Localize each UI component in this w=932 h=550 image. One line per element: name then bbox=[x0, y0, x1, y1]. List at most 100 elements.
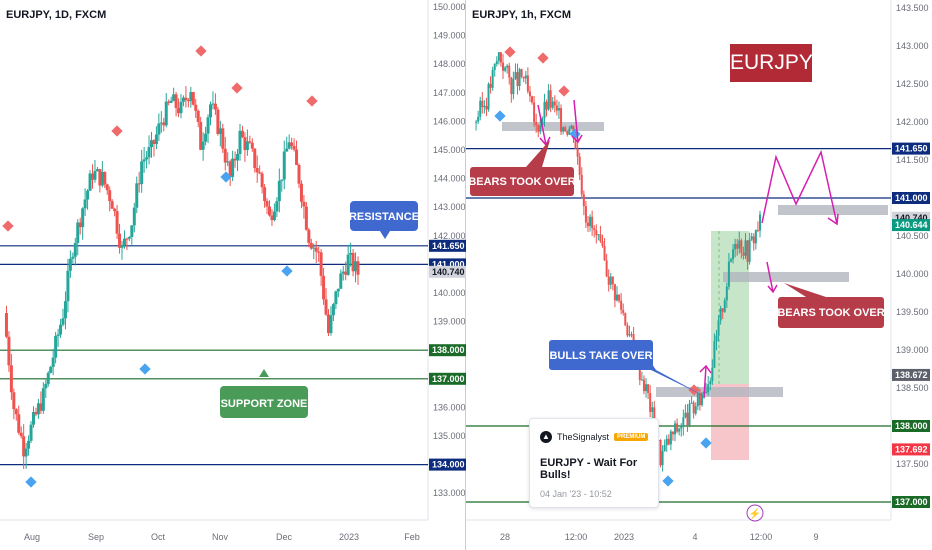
price-tick-label: 139.000 bbox=[896, 345, 929, 355]
price-tick-label: 133.000 bbox=[433, 488, 466, 498]
candle-body bbox=[145, 157, 149, 160]
candle-body bbox=[603, 245, 606, 261]
price-level-label: 140.740 bbox=[432, 267, 465, 277]
candle-body bbox=[245, 141, 249, 151]
candle-body bbox=[576, 148, 579, 157]
candle-body bbox=[734, 244, 737, 250]
candle-body bbox=[277, 180, 281, 202]
candle-body bbox=[717, 320, 720, 336]
candle-body bbox=[499, 52, 502, 63]
time-tick-label: 2023 bbox=[614, 532, 634, 542]
candle-body bbox=[304, 206, 308, 230]
candle-body bbox=[605, 260, 608, 277]
bears-callout-2: BEARS TOOK OVER bbox=[777, 283, 885, 328]
candle-body bbox=[44, 383, 48, 389]
candle-body bbox=[201, 141, 205, 150]
candle-body bbox=[611, 276, 614, 285]
swing-high-marker bbox=[111, 125, 123, 137]
candle-body bbox=[93, 171, 97, 180]
support-label: SUPPORT ZONE bbox=[221, 398, 308, 410]
candle-body bbox=[268, 206, 271, 216]
candle-body bbox=[607, 276, 610, 285]
breakdown-zone bbox=[723, 272, 849, 282]
candle-body bbox=[299, 183, 303, 202]
candle-body bbox=[729, 259, 732, 262]
candle-body bbox=[591, 216, 594, 229]
candle-body bbox=[32, 411, 35, 425]
candle-body bbox=[260, 173, 264, 188]
daily-chart[interactable]: 150.000 149.000 148.000 147.000 146.000 145.0… bbox=[0, 0, 466, 550]
candle-body bbox=[140, 161, 144, 185]
price-tick-label: 145.000 bbox=[433, 145, 466, 155]
candle-body bbox=[545, 101, 548, 110]
candle-body bbox=[680, 426, 683, 429]
price-tick-label: 149.000 bbox=[433, 31, 466, 41]
candle-body bbox=[518, 69, 521, 86]
candle-body bbox=[339, 273, 343, 289]
candle-body bbox=[642, 379, 645, 392]
candles bbox=[4, 86, 360, 469]
candle-body bbox=[66, 270, 70, 302]
candle-body bbox=[349, 252, 353, 255]
price-tick-label: 141.500 bbox=[896, 155, 929, 165]
candle-body bbox=[98, 169, 102, 186]
author-name: TheSignalyst bbox=[557, 432, 610, 442]
candle-body bbox=[270, 215, 274, 221]
candle-body bbox=[574, 138, 577, 149]
candle-body bbox=[275, 201, 279, 212]
price-tick-label: 140.500 bbox=[896, 231, 929, 241]
hourly-chart-panel[interactable]: 143.500 143.000 142.500 142.000 141.500 141.0… bbox=[466, 0, 932, 550]
candle-body bbox=[723, 300, 726, 312]
candle-body bbox=[549, 90, 552, 108]
candle-body bbox=[502, 62, 505, 71]
candle-body bbox=[736, 244, 739, 249]
candle-body bbox=[147, 147, 151, 158]
candle-body bbox=[174, 94, 178, 108]
price-tick-label: 143.000 bbox=[896, 41, 929, 51]
candle-body bbox=[557, 108, 560, 111]
candle-body bbox=[622, 309, 625, 314]
candle-body bbox=[669, 431, 672, 445]
candle-body bbox=[746, 240, 749, 262]
candle-body bbox=[732, 249, 735, 260]
candle-body bbox=[665, 438, 668, 446]
candle-body bbox=[334, 291, 338, 305]
supply-zone bbox=[502, 122, 604, 131]
candle-body bbox=[537, 125, 540, 132]
idea-card[interactable]: ▲ TheSignalyst PREMIUM EURJPY - Wait For… bbox=[529, 418, 659, 508]
candle-body bbox=[137, 183, 141, 185]
candle-body bbox=[231, 158, 235, 177]
hourly-chart[interactable]: 143.500 143.000 142.500 142.000 141.500 141.0… bbox=[466, 0, 932, 550]
candle-body bbox=[692, 402, 695, 414]
candle-body bbox=[485, 105, 488, 110]
candle-body bbox=[487, 83, 490, 110]
daily-chart-panel[interactable]: 150.000 149.000 148.000 147.000 146.000 145.0… bbox=[0, 0, 466, 550]
candle-body bbox=[17, 414, 21, 433]
candle-body bbox=[24, 448, 28, 457]
candle-body bbox=[514, 72, 517, 79]
candle-body bbox=[674, 423, 677, 435]
candle-body bbox=[756, 230, 759, 232]
candle-body bbox=[191, 92, 195, 105]
resistance-callout: RESISTANCE bbox=[349, 201, 419, 239]
price-level-label: 138.000 bbox=[432, 345, 465, 355]
candle-body bbox=[752, 236, 755, 244]
candle-body bbox=[319, 252, 323, 276]
time-tick-label: 28 bbox=[500, 532, 510, 542]
candle-body bbox=[586, 222, 589, 227]
candle-body bbox=[694, 406, 697, 414]
candle-body bbox=[150, 140, 153, 148]
price-tick-label: 147.000 bbox=[433, 88, 466, 98]
candle-body bbox=[700, 393, 703, 406]
candle-body bbox=[564, 127, 567, 132]
candle-body bbox=[280, 179, 284, 181]
idea-date: 04 Jan '23 - 10:52 bbox=[540, 489, 612, 499]
candle-body bbox=[177, 107, 181, 114]
candle-body bbox=[688, 403, 691, 426]
brand-label: EURJPY bbox=[730, 44, 813, 82]
candle-body bbox=[243, 137, 247, 151]
events-icon[interactable] bbox=[746, 504, 764, 522]
price-tick-label: 150.000 bbox=[433, 2, 466, 12]
candle-body bbox=[599, 234, 602, 242]
drawings bbox=[537, 99, 839, 399]
